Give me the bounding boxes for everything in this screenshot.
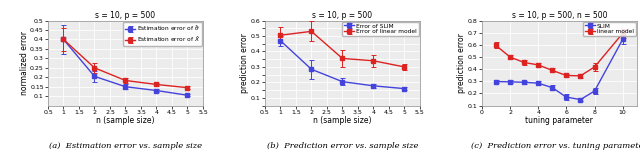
Title: s = 10, p = 500, n = 500: s = 10, p = 500, n = 500 — [511, 11, 607, 20]
X-axis label: n (sample size): n (sample size) — [96, 116, 155, 125]
Text: (a)  Estimation error vs. sample size: (a) Estimation error vs. sample size — [49, 142, 202, 150]
Y-axis label: prediction error: prediction error — [241, 33, 250, 93]
X-axis label: tuning parameter: tuning parameter — [525, 116, 593, 125]
X-axis label: n (sample size): n (sample size) — [313, 116, 372, 125]
Y-axis label: prediction error: prediction error — [458, 33, 467, 93]
Text: (b)  Prediction error vs. sample size: (b) Prediction error vs. sample size — [267, 142, 418, 150]
Text: (c)  Prediction error vs. tuning parameter: (c) Prediction error vs. tuning paramete… — [471, 142, 640, 150]
Title: s = 10, p = 500: s = 10, p = 500 — [312, 11, 372, 20]
Legend: SLIM, linear model: SLIM, linear model — [583, 22, 636, 36]
Title: s = 10, p = 500: s = 10, p = 500 — [95, 11, 156, 20]
Y-axis label: normalized error: normalized error — [20, 31, 29, 95]
Legend: Error of SLIM, Error of linear model: Error of SLIM, Error of linear model — [342, 22, 419, 36]
Legend: Estimation error of $\hat{\theta}$, Estimation error of $\hat{X}$: Estimation error of $\hat{\theta}$, Esti… — [123, 22, 202, 45]
